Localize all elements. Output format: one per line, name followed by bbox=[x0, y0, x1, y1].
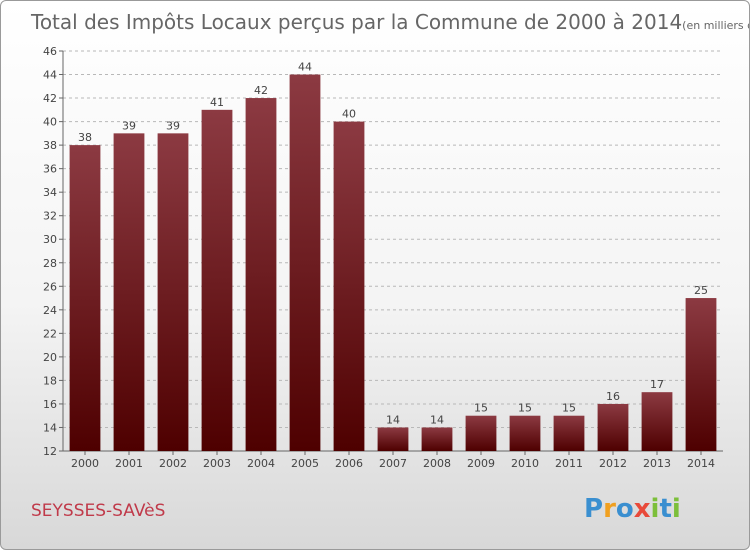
bar bbox=[289, 74, 321, 451]
data-label: 39 bbox=[166, 119, 180, 132]
y-tick-label: 40 bbox=[43, 116, 57, 129]
logo-letter: i bbox=[651, 494, 660, 524]
data-label: 14 bbox=[430, 413, 444, 426]
y-tick-label: 36 bbox=[43, 163, 57, 176]
x-tick-label: 2013 bbox=[643, 457, 671, 470]
data-label: 40 bbox=[342, 108, 356, 121]
data-label: 25 bbox=[694, 284, 708, 297]
x-tick-label: 2005 bbox=[291, 457, 319, 470]
x-tick-label: 2006 bbox=[335, 457, 363, 470]
logo-letter: r bbox=[603, 494, 616, 524]
x-tick-label: 2000 bbox=[71, 457, 99, 470]
x-tick-label: 2010 bbox=[511, 457, 539, 470]
y-tick-label: 30 bbox=[43, 233, 57, 246]
bar bbox=[113, 133, 145, 451]
bar bbox=[201, 109, 233, 451]
chart-title: Total des Impôts Locaux perçus par la Co… bbox=[30, 10, 750, 34]
y-tick-label: 38 bbox=[43, 139, 57, 152]
bar bbox=[685, 298, 717, 451]
data-label: 39 bbox=[122, 119, 136, 132]
x-tick-label: 2012 bbox=[599, 457, 627, 470]
data-label: 17 bbox=[650, 378, 664, 391]
y-tick-label: 32 bbox=[43, 210, 57, 223]
bar bbox=[69, 145, 101, 451]
y-tick-label: 18 bbox=[43, 374, 57, 387]
x-tick-label: 2001 bbox=[115, 457, 143, 470]
data-label: 44 bbox=[298, 61, 312, 74]
bar bbox=[377, 427, 409, 451]
y-tick-label: 16 bbox=[43, 398, 57, 411]
data-label: 16 bbox=[606, 390, 620, 403]
bar bbox=[245, 98, 277, 451]
logo-letter: x bbox=[634, 494, 651, 524]
x-tick-label: 2011 bbox=[555, 457, 583, 470]
data-label: 15 bbox=[474, 402, 488, 415]
bar bbox=[553, 415, 585, 451]
x-tick-label: 2008 bbox=[423, 457, 451, 470]
x-tick-label: 2007 bbox=[379, 457, 407, 470]
data-label: 14 bbox=[386, 413, 400, 426]
y-tick-label: 24 bbox=[43, 304, 57, 317]
y-tick-label: 34 bbox=[43, 186, 57, 199]
logo-letter: o bbox=[616, 494, 634, 524]
y-tick-label: 22 bbox=[43, 327, 57, 340]
x-tick-label: 2009 bbox=[467, 457, 495, 470]
data-label: 15 bbox=[562, 402, 576, 415]
y-axis-ticks: 12 14 16 18 20 22 24 26 28 30 32 34 36 38 40 42 44 46 bbox=[43, 45, 63, 458]
x-tick-label: 2004 bbox=[247, 457, 275, 470]
x-axis-ticks: 2000 2001 2002 2003 2004 2005 2006 2007 2008 2009… bbox=[71, 451, 715, 470]
y-tick-label: 46 bbox=[43, 45, 57, 58]
data-labels: 38 39 39 41 42 44 40 14 14 15 15 15 16 17 25 bbox=[78, 61, 708, 427]
y-tick-label: 42 bbox=[43, 92, 57, 105]
chart-title-main: Total des Impôts Locaux perçus par la Co… bbox=[30, 10, 682, 34]
bar bbox=[597, 403, 629, 451]
x-tick-label: 2003 bbox=[203, 457, 231, 470]
x-tick-label: 2014 bbox=[687, 457, 715, 470]
x-tick-label: 2002 bbox=[159, 457, 187, 470]
data-label: 38 bbox=[78, 131, 92, 144]
data-label: 42 bbox=[254, 84, 268, 97]
bar bbox=[421, 427, 453, 451]
bar bbox=[333, 121, 365, 452]
y-tick-label: 26 bbox=[43, 280, 57, 293]
bars bbox=[69, 74, 717, 452]
commune-name: SEYSSES-SAVèS bbox=[31, 501, 165, 521]
logo-letter: P bbox=[584, 494, 603, 524]
y-tick-label: 28 bbox=[43, 257, 57, 270]
logo-letter: i bbox=[672, 494, 681, 524]
data-label: 41 bbox=[210, 96, 224, 109]
bar bbox=[509, 415, 541, 451]
y-tick-label: 14 bbox=[43, 421, 57, 434]
bar bbox=[641, 392, 673, 451]
y-tick-label: 20 bbox=[43, 351, 57, 364]
bar bbox=[465, 415, 497, 451]
bar bbox=[157, 133, 189, 451]
data-label: 15 bbox=[518, 402, 532, 415]
chart-unit: (en milliers d'€) bbox=[682, 19, 750, 32]
logo-letter: t bbox=[659, 494, 671, 524]
y-tick-label: 44 bbox=[43, 69, 57, 82]
y-tick-label: 12 bbox=[43, 445, 57, 458]
proxiti-logo: Proxiti bbox=[584, 494, 681, 524]
